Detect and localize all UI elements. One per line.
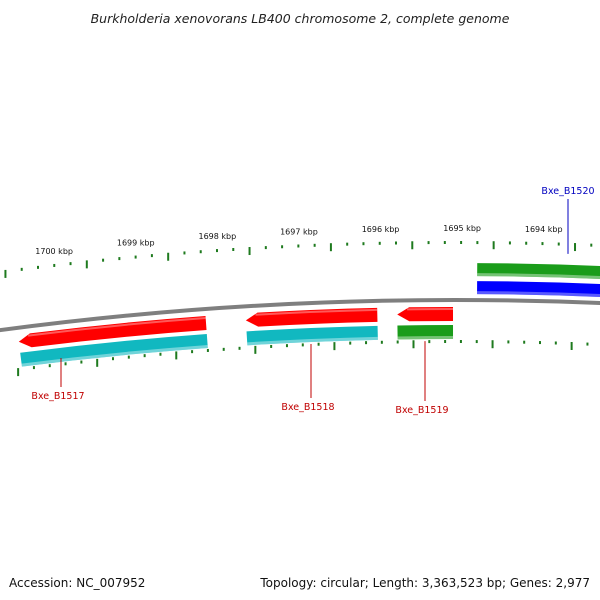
scale-labels: 1700 kbp 1699 kbp 1698 kbp 1697 kbp 1696 kbp… (35, 224, 562, 256)
gene-labels: Bxe_B1517 Bxe_B1518 Bxe_B1519 Bxe_B1520 (31, 186, 594, 416)
cds-highlight (255, 308, 378, 316)
cds-feature (18, 316, 207, 348)
gene-highlight (477, 273, 600, 280)
scale-label: 1700 kbp (35, 247, 73, 256)
scale-label: 1694 kbp (525, 225, 563, 234)
cds-feature (477, 281, 600, 298)
genome-summary-text: Topology: circular; Length: 3,363,523 bp… (260, 576, 590, 590)
gene-feature (246, 325, 378, 346)
cds-highlight (407, 308, 454, 311)
scale-label: 1696 kbp (362, 225, 400, 234)
inner-tick-ring (17, 340, 589, 377)
gene-label: Bxe_B1518 (281, 402, 334, 413)
cds-feature (397, 307, 454, 322)
scale-label: 1695 kbp (443, 224, 481, 233)
scale-label: 1698 kbp (198, 232, 236, 241)
gene-feature (397, 325, 454, 340)
gene-label: Bxe_B1520 (541, 186, 594, 197)
gene-label: Bxe_B1519 (395, 405, 448, 416)
gene-highlight (247, 336, 378, 346)
cds-highlight (477, 291, 600, 298)
chromosome-backbone (0, 298, 600, 333)
outer-tick-ring (4, 241, 593, 278)
gene-feature (477, 263, 600, 280)
scale-label: 1697 kbp (280, 227, 318, 236)
accession-text: Accession: NC_007952 (9, 576, 146, 590)
gene-highlight (397, 336, 454, 340)
cds-highlight (27, 317, 206, 337)
map-title: Burkholderia xenovorans LB400 chromosome… (91, 11, 510, 26)
gene-tracks (18, 263, 600, 367)
gene-highlight (21, 344, 208, 367)
scale-label: 1699 kbp (117, 239, 155, 248)
cds-feature (245, 307, 378, 327)
gene-feature (20, 334, 208, 367)
gene-label: Bxe_B1517 (31, 391, 84, 402)
